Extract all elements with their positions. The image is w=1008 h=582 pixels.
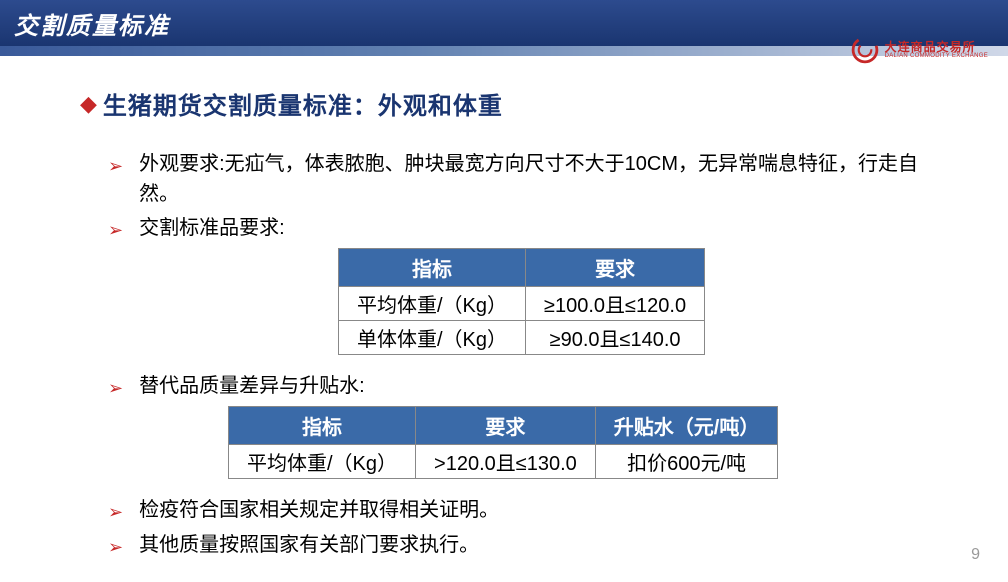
bullet-text: 替代品质量差异与升贴水: bbox=[139, 371, 928, 401]
table-standard: 指标 要求 平均体重/（Kg） ≥100.0且≤120.0 单体体重/（Kg） … bbox=[338, 248, 705, 355]
bullet-item: ➢ 替代品质量差异与升贴水: bbox=[108, 371, 928, 402]
section-title-text: 生猪期货交割质量标准：外观和体重 bbox=[103, 86, 503, 121]
arrow-icon: ➢ bbox=[108, 375, 123, 402]
bullet-list: ➢ 外观要求:无疝气，体表脓胞、肿块最宽方向尺寸不大于10CM，无异常喘息特征，… bbox=[108, 149, 928, 561]
table-substitute: 指标 要求 升贴水（元/吨） 平均体重/（Kg） >120.0且≤130.0 扣… bbox=[228, 406, 778, 479]
slide-content: ◆ 生猪期货交割质量标准：外观和体重 ➢ 外观要求:无疝气，体表脓胞、肿块最宽方… bbox=[0, 46, 1008, 561]
section-title: ◆ 生猪期货交割质量标准：外观和体重 bbox=[80, 86, 928, 121]
logo-swirl-icon bbox=[851, 36, 879, 64]
table-cell: 平均体重/（Kg） bbox=[339, 287, 526, 321]
bullet-item: ➢ 外观要求:无疝气，体表脓胞、肿块最宽方向尺寸不大于10CM，无异常喘息特征，… bbox=[108, 149, 928, 209]
table-row: 单体体重/（Kg） ≥90.0且≤140.0 bbox=[339, 321, 705, 355]
arrow-icon: ➢ bbox=[108, 499, 123, 526]
bullet-item: ➢ 其他质量按照国家有关部门要求执行。 bbox=[108, 530, 928, 561]
table-header: 要求 bbox=[526, 249, 705, 287]
bullet-item: ➢ 检疫符合国家相关规定并取得相关证明。 bbox=[108, 495, 928, 526]
table-header: 指标 bbox=[339, 249, 526, 287]
arrow-icon: ➢ bbox=[108, 534, 123, 561]
table-header: 指标 bbox=[229, 407, 416, 445]
logo: 大连商品交易所 DALIAN COMMODITY EXCHANGE bbox=[851, 36, 988, 64]
table-row: 平均体重/（Kg） >120.0且≤130.0 扣价600元/吨 bbox=[229, 445, 778, 479]
bullet-text: 其他质量按照国家有关部门要求执行。 bbox=[139, 530, 928, 560]
arrow-icon: ➢ bbox=[108, 153, 123, 180]
bullet-text: 外观要求:无疝气，体表脓胞、肿块最宽方向尺寸不大于10CM，无异常喘息特征，行走… bbox=[139, 149, 928, 209]
arrow-icon: ➢ bbox=[108, 217, 123, 244]
table-row: 平均体重/（Kg） ≥100.0且≤120.0 bbox=[339, 287, 705, 321]
table-header: 要求 bbox=[416, 407, 596, 445]
table-header: 升贴水（元/吨） bbox=[595, 407, 778, 445]
logo-text-en: DALIAN COMMODITY EXCHANGE bbox=[885, 53, 988, 59]
bullet-text: 交割标准品要求: bbox=[139, 213, 928, 243]
diamond-icon: ◆ bbox=[80, 91, 97, 117]
table-cell: ≥100.0且≤120.0 bbox=[526, 287, 705, 321]
bullet-item: ➢ 交割标准品要求: bbox=[108, 213, 928, 244]
table-cell: ≥90.0且≤140.0 bbox=[526, 321, 705, 355]
table-cell: >120.0且≤130.0 bbox=[416, 445, 596, 479]
bullet-text: 检疫符合国家相关规定并取得相关证明。 bbox=[139, 495, 928, 525]
header-title: 交割质量标准 bbox=[14, 6, 170, 41]
logo-text-cn: 大连商品交易所 bbox=[885, 41, 988, 53]
table-cell: 单体体重/（Kg） bbox=[339, 321, 526, 355]
table-cell: 扣价600元/吨 bbox=[595, 445, 778, 479]
table-cell: 平均体重/（Kg） bbox=[229, 445, 416, 479]
page-number: 9 bbox=[971, 546, 980, 564]
